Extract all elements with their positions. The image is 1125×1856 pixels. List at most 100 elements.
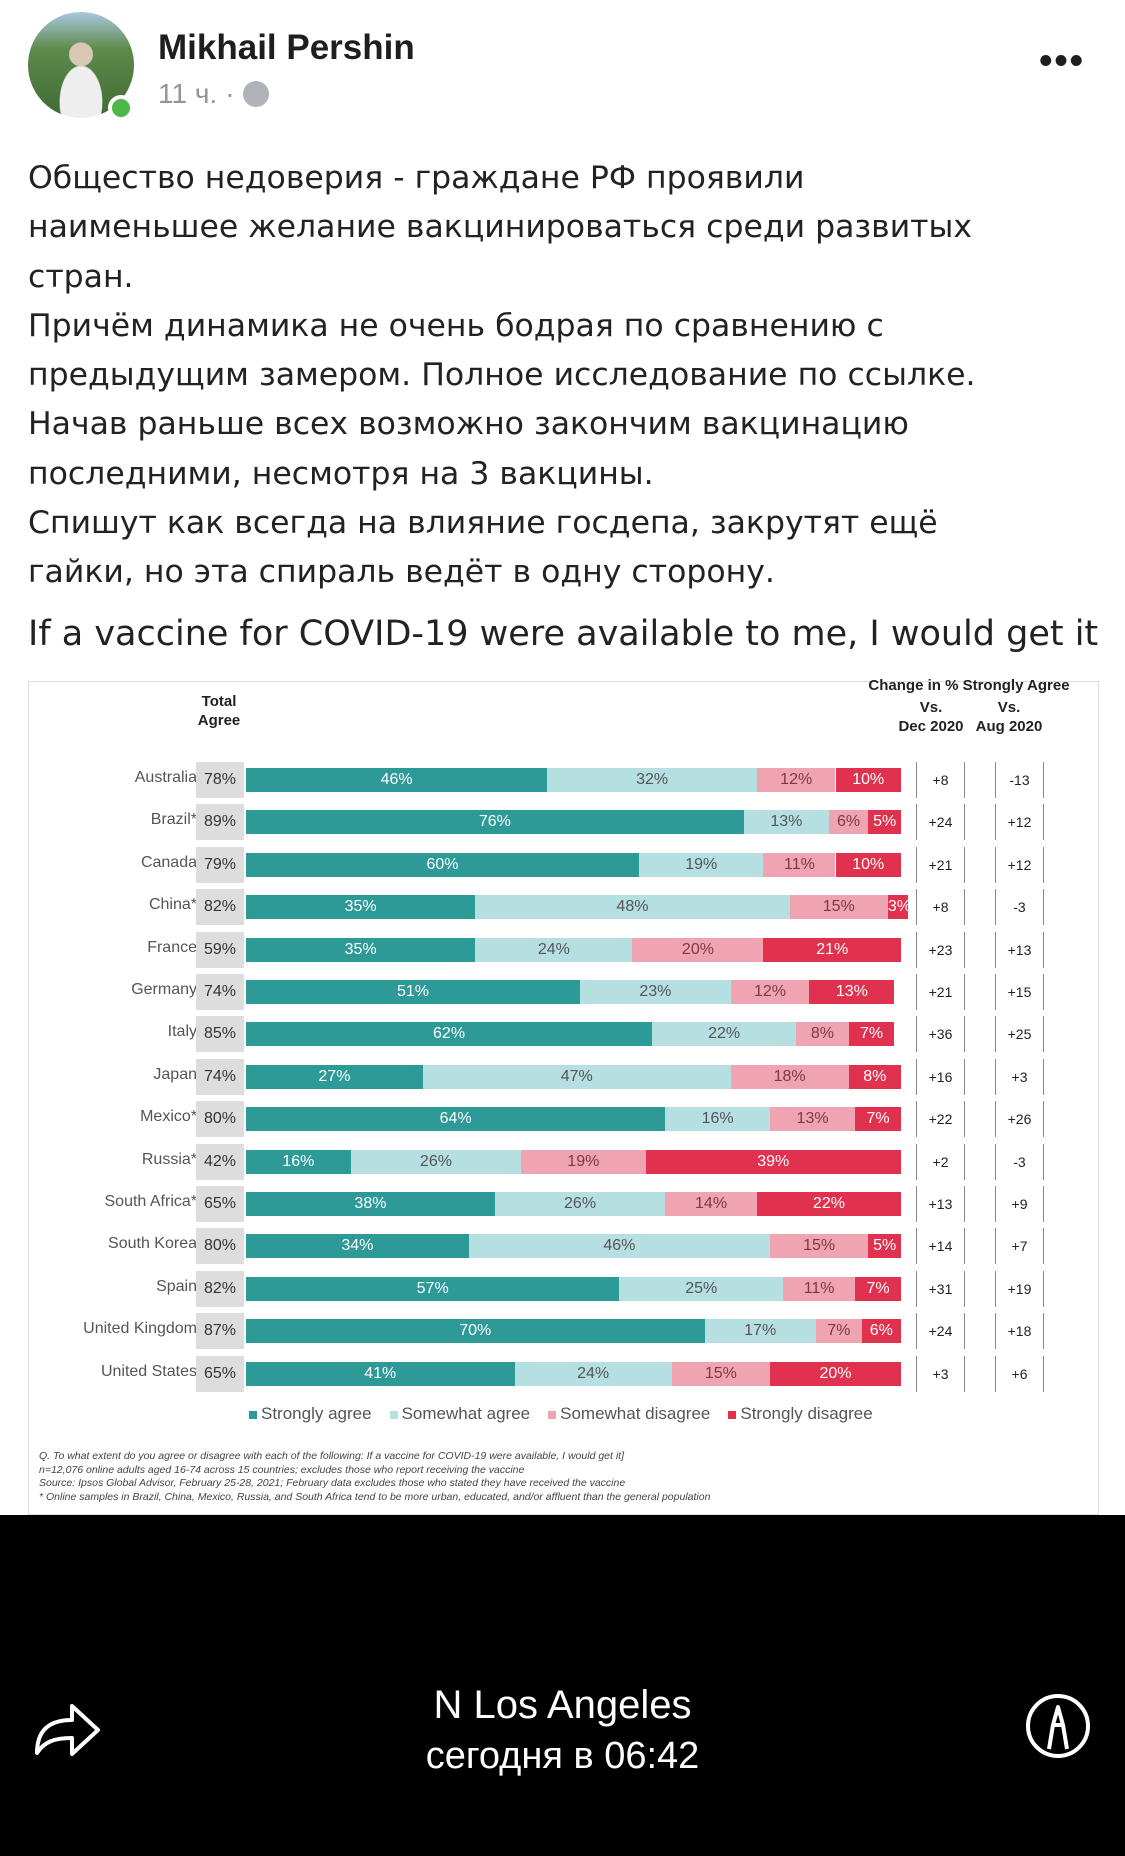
- chart-row: South Korea 80% 34% 46% 15% 5% +14 +7: [29, 1228, 1100, 1265]
- change-vs-dec-value: +36: [916, 1016, 965, 1053]
- bar-segment-strongly-disagree: 39%: [645, 1149, 901, 1174]
- bar-segment-somewhat-agree: 17%: [704, 1319, 816, 1344]
- header-line: Dec 2020: [898, 718, 964, 735]
- total-agree-value: 82%: [196, 1270, 244, 1307]
- bar-segment-strongly-agree: 76%: [246, 810, 744, 835]
- bar-segment-somewhat-disagree: 13%: [770, 1107, 856, 1132]
- bar-segment-strongly-agree: 51%: [246, 980, 581, 1004]
- total-agree-value: 87%: [196, 1313, 244, 1350]
- country-label: Canada: [140, 853, 197, 871]
- total-agree-value: 74%: [196, 974, 244, 1010]
- post-time[interactable]: 11 ч.: [158, 78, 218, 109]
- change-vs-aug-value: +26: [995, 1101, 1044, 1138]
- chart-row: Canada 79% 60% 19% 11% 10% +21 +12: [29, 846, 1100, 883]
- bar-segment-strongly-disagree: 10%: [835, 852, 901, 877]
- bar-segment-strongly-disagree: 7%: [855, 1276, 901, 1301]
- separator: ·: [225, 78, 235, 109]
- chart-row: Japan 74% 27% 47% 18% 8% +16 +3: [29, 1058, 1100, 1095]
- total-agree-value: 74%: [196, 1058, 244, 1095]
- bar-segment-somewhat-disagree: 12%: [730, 980, 810, 1004]
- author-name[interactable]: Mikhail Pershin: [158, 28, 415, 67]
- bar-segment-strongly-agree: 27%: [246, 1064, 423, 1089]
- bar-segment-somewhat-agree: 25%: [619, 1276, 784, 1301]
- change-vs-aug-value: +9: [995, 1186, 1044, 1222]
- change-vs-aug-value: +25: [995, 1016, 1044, 1053]
- total-agree-value: 79%: [196, 846, 244, 883]
- bar-segment-somewhat-disagree: 18%: [730, 1064, 849, 1089]
- more-options-button[interactable]: •••: [1039, 40, 1085, 82]
- bar-segment-strongly-agree: 41%: [246, 1361, 515, 1386]
- change-vs-aug-value: -3: [995, 1143, 1044, 1180]
- bar-segment-strongly-agree: 16%: [246, 1149, 351, 1174]
- change-vs-dec-value: +23: [916, 931, 965, 968]
- change-header: Change in % Strongly Agree: [868, 677, 1070, 694]
- total-agree-value: 59%: [196, 931, 244, 968]
- online-status-dot: [108, 95, 134, 121]
- change-vs-dec-value: +13: [916, 1186, 965, 1222]
- chart-row: South Africa* 65% 38% 26% 14% 22% +13 +9: [29, 1186, 1100, 1222]
- change-vs-dec-value: +24: [916, 1313, 965, 1350]
- country-label: China*: [148, 896, 197, 914]
- viewer-bar: N Los Angeles сегодня в 06:42: [0, 1515, 1125, 1856]
- bar-segment-somewhat-agree: 26%: [350, 1149, 522, 1174]
- footnote-line: Q. To what extent do you agree or disagr…: [39, 1450, 625, 1462]
- bar-segment-somewhat-agree: 26%: [494, 1192, 666, 1216]
- legend-swatch: [389, 1411, 398, 1419]
- chart-row: Russia* 42% 16% 26% 19% 39% +2 -3: [29, 1143, 1100, 1180]
- change-vs-dec-value: +24: [916, 804, 965, 841]
- total-agree-value: 65%: [196, 1186, 244, 1222]
- country-label: France: [147, 938, 197, 956]
- legend: Strongly agree Somewhat agree Somewhat dis…: [249, 1404, 873, 1424]
- total-agree-value: 42%: [196, 1143, 244, 1180]
- bar-segment-strongly-agree: 64%: [246, 1107, 666, 1132]
- bar-segment-strongly-agree: 35%: [246, 895, 476, 920]
- change-vs-aug-value: -13: [995, 762, 1044, 798]
- survey-chart: Total Agree Change in % Strongly Agree V…: [28, 677, 1100, 1515]
- change-vs-dec-value: +2: [916, 1143, 965, 1180]
- bar-segment-strongly-disagree: 13%: [809, 980, 895, 1004]
- bar-segment-strongly-disagree: 5%: [868, 1234, 901, 1259]
- bar-segment-somewhat-agree: 24%: [475, 937, 633, 962]
- bar-segment-somewhat-disagree: 15%: [789, 895, 888, 920]
- bar-segment-somewhat-agree: 13%: [743, 810, 829, 835]
- change-vs-aug-value: +18: [995, 1313, 1044, 1350]
- change-vs-dec-value: +14: [916, 1228, 965, 1265]
- bar-segment-somewhat-agree: 23%: [580, 980, 731, 1004]
- country-label: Italy: [167, 1023, 197, 1041]
- footnote-line: n=12,076 online adults aged 16-74 across…: [39, 1463, 525, 1476]
- bar-segment-somewhat-disagree: 15%: [671, 1361, 770, 1386]
- chart-row: Australia 78% 46% 32% 12% 10% +8 -13: [29, 762, 1100, 798]
- chart-row: Germany 74% 51% 23% 12% 13% +21 +15: [29, 974, 1100, 1010]
- legend-swatch: [728, 1411, 737, 1419]
- legend-label: Somewhat agree: [401, 1404, 531, 1423]
- timestamp-label: сегодня в 06:42: [425, 1735, 700, 1777]
- bar-segment-somewhat-disagree: 15%: [770, 1234, 869, 1259]
- change-vs-dec-value: +21: [916, 974, 965, 1010]
- bar-segment-strongly-agree: 60%: [246, 852, 639, 877]
- post-text-line: Причём динамика не очень бодрая по сравн…: [28, 307, 884, 344]
- markup-pen-icon[interactable]: [1025, 1693, 1091, 1759]
- country-label: South Africa*: [104, 1193, 198, 1210]
- share-icon[interactable]: [32, 1698, 102, 1758]
- post-text-line: наименьшее желание вакцинироваться среди…: [28, 209, 973, 246]
- total-agree-header: Total Agree: [189, 692, 249, 730]
- legend-swatch: [548, 1411, 557, 1419]
- total-agree-value: 80%: [196, 1101, 244, 1138]
- change-vs-aug-value: +7: [995, 1228, 1044, 1265]
- change-vs-aug-value: +13: [995, 931, 1044, 968]
- bar-segment-strongly-disagree: 7%: [855, 1107, 901, 1132]
- bar-segment-strongly-agree: 62%: [246, 1022, 653, 1047]
- bar-segment-somewhat-agree: 16%: [665, 1107, 770, 1132]
- change-vs-dec-value: +31: [916, 1270, 965, 1307]
- bar-segment-somewhat-disagree: 20%: [632, 937, 764, 962]
- header-line: Vs.: [997, 699, 1021, 716]
- legend-label: Strongly agree: [261, 1404, 372, 1423]
- legend-item: Strongly disagree: [728, 1404, 873, 1424]
- bar-segment-somewhat-agree: 22%: [652, 1022, 797, 1047]
- bar-segment-strongly-disagree: 5%: [868, 810, 901, 835]
- legend-label: Strongly disagree: [740, 1404, 873, 1423]
- header-line: Agree: [197, 712, 241, 729]
- total-agree-value: 85%: [196, 1016, 244, 1053]
- bar-segment-somewhat-agree: 19%: [639, 852, 764, 877]
- change-vs-aug-value: -3: [995, 889, 1044, 926]
